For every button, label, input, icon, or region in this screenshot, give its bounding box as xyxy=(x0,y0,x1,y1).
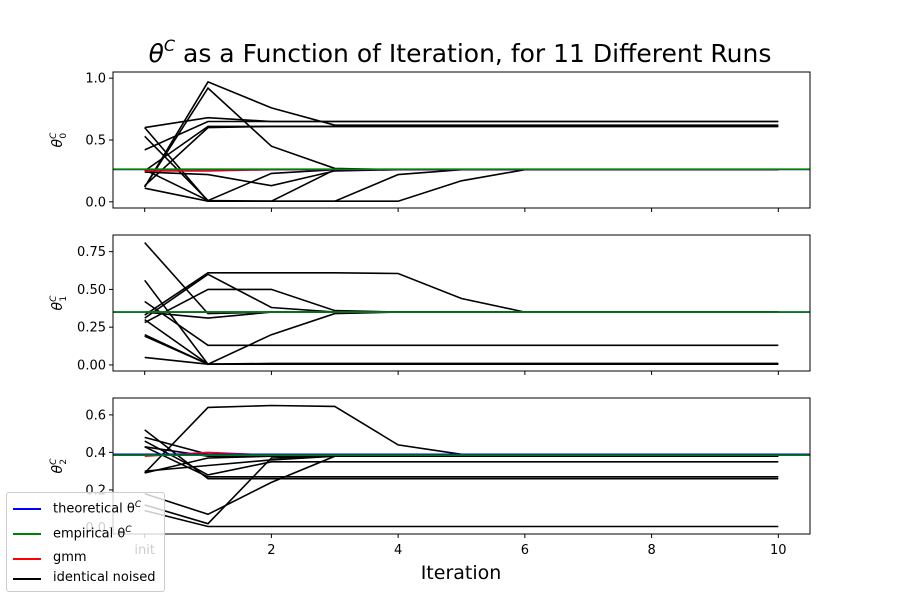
x-tick-label-2-3: 6 xyxy=(521,543,529,558)
run-line-0-9 xyxy=(144,125,779,172)
run-line-2-2 xyxy=(144,440,779,476)
legend-swatch-theoretical xyxy=(13,508,41,510)
run-line-1-4 xyxy=(144,288,779,324)
run-line-2-8 xyxy=(144,455,779,525)
run-line-2-0 xyxy=(144,429,779,480)
legend: theoretical θC empirical θC gmm identica… xyxy=(6,492,165,592)
axes-frame-0 xyxy=(112,71,811,209)
subplot-2: 0.00.20.40.6init246810θC2 xyxy=(49,397,811,558)
run-line-1-8 xyxy=(144,356,779,366)
y-axis-label-1: θC1 xyxy=(49,295,69,311)
y-tick-label-0-0: 0.0 xyxy=(85,195,106,210)
legend-label-gmm: gmm xyxy=(53,550,87,565)
x-axis-label: Iteration xyxy=(421,562,502,584)
run-line-1-1 xyxy=(144,279,779,366)
run-line-1-10 xyxy=(144,318,779,366)
run-line-2-10 xyxy=(144,446,779,478)
run-line-1-3 xyxy=(144,271,779,316)
plot-area-1 xyxy=(113,242,810,366)
plot-area-0 xyxy=(113,80,810,202)
axes-frame-1 xyxy=(112,234,811,372)
legend-item-empirical: empirical θC xyxy=(7,524,164,544)
axes-frame-2 xyxy=(112,397,811,535)
run-line-0-7 xyxy=(144,168,779,202)
x-tick-label-2-5: 10 xyxy=(770,543,787,558)
legend-item-gmm: gmm xyxy=(7,549,164,569)
y-tick-label-0-2: 1.0 xyxy=(85,72,106,87)
x-tick-label-2-2: 4 xyxy=(394,543,402,558)
y-tick-label-2-2: 0.4 xyxy=(85,446,106,461)
subplot-0: 0.0 0.5 1.0 θC0 xyxy=(49,71,811,212)
legend-label-identical-noised: identical noised xyxy=(53,570,156,585)
legend-swatch-empirical xyxy=(13,533,41,535)
x-tick-label-2-1: 2 xyxy=(267,543,275,558)
run-line-0-3 xyxy=(144,86,779,188)
run-line-0-8 xyxy=(144,127,779,202)
chart-title: θC as a Function of Iteration, for 11 Di… xyxy=(149,36,772,68)
y-tick-label-1-0: 0.00 xyxy=(77,358,106,373)
run-line-0-5 xyxy=(144,168,779,187)
legend-item-theoretical: theoretical θC xyxy=(7,499,164,519)
run-line-2-5 xyxy=(144,455,779,474)
legend-swatch-gmm xyxy=(13,558,41,560)
y-tick-label-2-3: 0.6 xyxy=(85,408,106,423)
run-line-1-2 xyxy=(144,300,779,347)
y-axis-label-2: θC2 xyxy=(49,458,69,474)
y-tick-label-1-1: 0.25 xyxy=(77,321,106,336)
run-line-2-7 xyxy=(144,455,779,516)
run-line-0-6 xyxy=(144,168,779,202)
y-tick-label-1-3: 0.75 xyxy=(77,245,106,260)
legend-label-empirical: empirical θC xyxy=(53,525,132,542)
run-line-0-2 xyxy=(144,120,779,151)
legend-label-theoretical: theoretical θC xyxy=(53,500,142,517)
run-line-0-10 xyxy=(144,125,779,187)
subplot-1: 0.00 0.25 0.50 0.75 θC1 xyxy=(49,234,811,375)
y-tick-label-1-2: 0.50 xyxy=(77,283,106,298)
y-axis-label-0: θC0 xyxy=(49,132,69,148)
legend-item-identical-noised: identical noised xyxy=(7,569,164,589)
run-line-1-0 xyxy=(144,242,779,315)
y-tick-label-0-1: 0.5 xyxy=(85,134,106,149)
legend-swatch-identical-noised xyxy=(13,578,41,580)
run-line-0-1 xyxy=(144,80,779,188)
run-line-2-9 xyxy=(144,509,779,528)
run-line-2-1 xyxy=(144,436,779,456)
plot-area-2 xyxy=(113,404,810,528)
x-tick-label-2-4: 8 xyxy=(647,543,655,558)
